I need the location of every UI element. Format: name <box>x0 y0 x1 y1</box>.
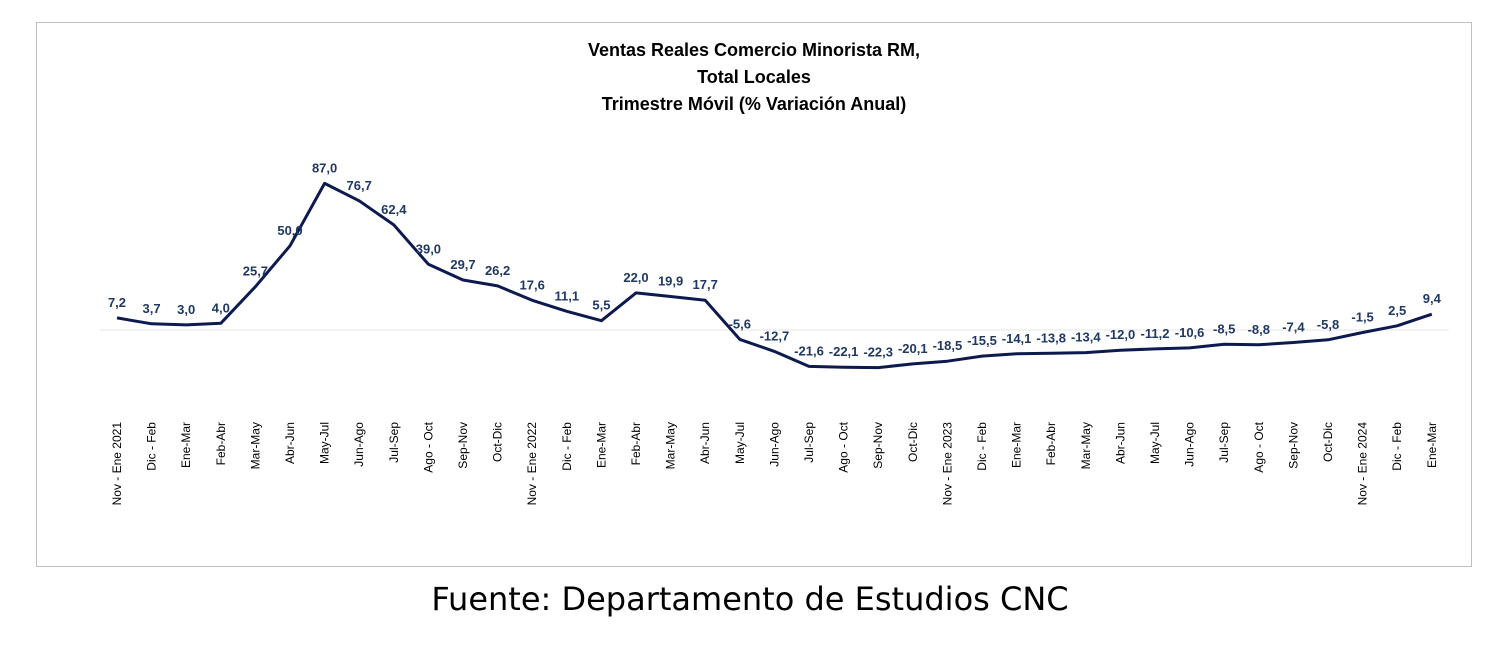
chart-title-line-3: Trimestre Móvil (% Variación Anual) <box>601 94 907 114</box>
x-tick-label: Ene-Mar <box>1425 422 1439 468</box>
data-label: 29,7 <box>450 257 475 272</box>
x-tick-label: Mar-May <box>248 422 262 469</box>
data-label: -12,7 <box>760 328 790 343</box>
data-label: -8,8 <box>1248 322 1270 337</box>
data-label: 2,5 <box>1388 303 1406 318</box>
series-layer <box>116 181 1433 370</box>
data-label: -1,5 <box>1351 310 1373 325</box>
chart-title-line-1: Ventas Reales Comercio Minorista RM, <box>587 40 921 60</box>
data-label: 7,2 <box>108 295 126 310</box>
x-tick-label: Jun-Ago <box>767 422 781 467</box>
x-tick-label: Nov - Ene 2023 <box>940 422 954 506</box>
x-tick-label: Dic - Feb <box>975 422 989 471</box>
data-label: 5,5 <box>592 298 610 313</box>
data-label: -15,5 <box>967 333 997 348</box>
x-tick-label: Dic - Feb <box>560 422 574 471</box>
data-label: -18,5 <box>933 338 963 353</box>
x-tick-label: Jul-Sep <box>1217 422 1231 463</box>
data-label: -8,5 <box>1213 321 1235 336</box>
x-tick-label: Oct-Dic <box>491 422 505 462</box>
data-label: 3,7 <box>143 301 161 316</box>
x-tick-label: May-Jul <box>318 422 332 464</box>
data-label: 62,4 <box>381 202 407 217</box>
x-tick-label: Mar-May <box>664 422 678 469</box>
data-label: -22,1 <box>829 344 859 359</box>
x-tick-label: Feb-Abr <box>214 422 228 465</box>
data-label: 19,9 <box>658 273 683 288</box>
x-tick-label: Ago - Oct <box>421 421 435 472</box>
data-label: -11,2 <box>1141 326 1170 341</box>
x-tick-label: Nov - Ene 2021 <box>110 422 124 506</box>
data-label: -20,1 <box>898 341 928 356</box>
x-tick-label: May-Jul <box>733 422 747 464</box>
data-label: -13,8 <box>1036 330 1066 345</box>
data-label: -7,4 <box>1282 319 1305 334</box>
x-tick-label: Ene-Mar <box>594 422 608 468</box>
source-note: Fuente: Departamento de Estudios CNC <box>431 580 1069 618</box>
data-label: 25,7 <box>243 264 268 279</box>
x-tick-label: Ago - Oct <box>837 421 851 472</box>
x-tick-label: Jun-Ago <box>352 422 366 467</box>
x-tick-label: Jul-Sep <box>802 422 816 463</box>
x-tick-label: Oct-Dic <box>1321 422 1335 462</box>
x-tick-label: Feb-Abr <box>629 422 643 465</box>
x-tick-label: Abr-Jun <box>1113 422 1127 464</box>
data-label: -14,1 <box>1002 331 1032 346</box>
x-tick-label: Nov - Ene 2024 <box>1356 422 1370 506</box>
chart-frame <box>36 22 1472 567</box>
data-label: 87,0 <box>312 160 337 175</box>
x-tick-label: Dic - Feb <box>1390 422 1404 471</box>
x-tick-label: Ene-Mar <box>1010 422 1024 468</box>
data-label: 17,7 <box>693 277 718 292</box>
data-label-layer: 7,2 3,7 3,0 4,0 25,7 50,0 87,0 76,7 62,4 39,0 29,7… <box>108 160 1442 359</box>
x-tick-label: Ene-Mar <box>179 422 193 468</box>
x-tick-label: Dic - Feb <box>145 422 159 471</box>
data-label: -5,8 <box>1317 317 1339 332</box>
data-label: -13,4 <box>1071 330 1101 345</box>
x-tick-label: Jun-Ago <box>1183 422 1197 467</box>
chart-title-line-2: Total Locales <box>697 67 811 87</box>
x-tick-label: Jul-Sep <box>387 422 401 463</box>
x-tick-label: Sep-Nov <box>1286 422 1300 469</box>
data-label: 76,7 <box>347 178 372 193</box>
data-label: 22,0 <box>623 270 648 285</box>
data-label: 39,0 <box>416 241 441 256</box>
x-tick-label: Sep-Nov <box>456 422 470 469</box>
series-line <box>116 181 1433 370</box>
data-label: 17,6 <box>520 277 545 292</box>
data-label: 3,0 <box>177 302 195 317</box>
x-tick-label: Feb-Abr <box>1044 422 1058 465</box>
x-tick-label: Oct-Dic <box>906 422 920 462</box>
x-tick-label: Abr-Jun <box>698 422 712 464</box>
data-label: -5,6 <box>729 316 751 331</box>
data-label: 11,1 <box>555 288 580 303</box>
data-label: -12,0 <box>1106 327 1136 342</box>
x-tick-label: Ago - Oct <box>1252 421 1266 472</box>
data-label: -10,6 <box>1175 325 1205 340</box>
data-label: 9,4 <box>1423 291 1442 306</box>
data-label: 50,0 <box>277 223 302 238</box>
x-tick-label: May-Jul <box>1148 422 1162 464</box>
data-label: -21,6 <box>794 343 824 358</box>
x-tick-label: Nov - Ene 2022 <box>525 422 539 506</box>
x-tick-label: Sep-Nov <box>871 422 885 469</box>
x-tick-layer: Nov - Ene 2021 Dic - Feb Ene-Mar Feb-Abr Mar… <box>110 421 1439 505</box>
x-tick-label: Mar-May <box>1079 422 1093 469</box>
data-label: 4,0 <box>212 300 230 315</box>
data-label: 26,2 <box>485 263 510 278</box>
x-tick-label: Abr-Jun <box>283 422 297 464</box>
data-label: -22,3 <box>863 345 893 360</box>
